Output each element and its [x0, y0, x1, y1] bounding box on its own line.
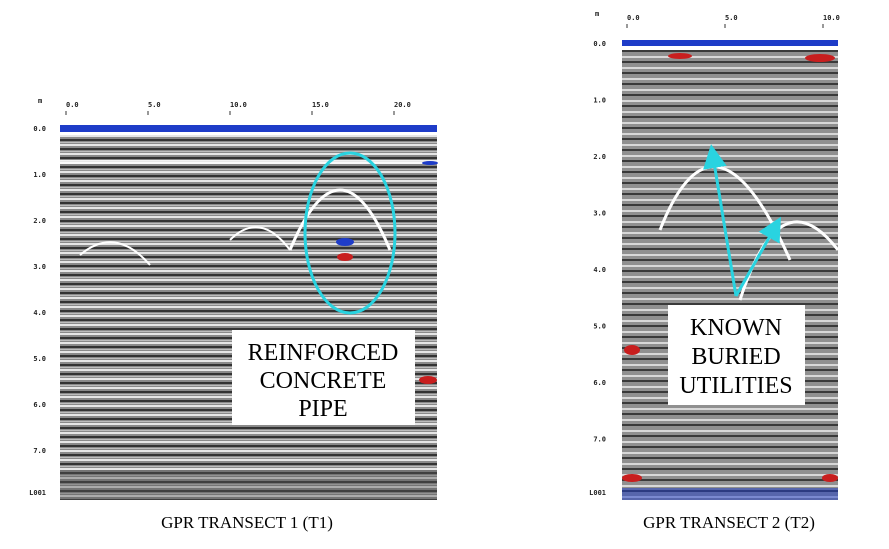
- x-tick-label: 0.0: [66, 101, 79, 109]
- y-tick-label: 7.0: [33, 447, 46, 455]
- caption: GPR TRANSECT 2 (T2): [643, 513, 815, 532]
- y-tick-label: 2.0: [593, 153, 606, 161]
- y-tick-label: 6.0: [33, 401, 46, 409]
- y-tick-label: 4.0: [593, 266, 606, 274]
- annotation-line: PIPE: [298, 396, 347, 422]
- y-tick-label: 5.0: [593, 323, 606, 331]
- y-tick-label: 3.0: [33, 263, 46, 271]
- figure: m 0.0 5.0 10.0 15.0 20.0 0.0 1.0 2.0 3.0 4.0 5.0 6.0…: [0, 0, 889, 549]
- x-tick-label: 0.0: [627, 14, 640, 22]
- radargram-1: [60, 125, 438, 500]
- x-tick-label: 20.0: [394, 101, 411, 109]
- x-tick-label: 5.0: [725, 14, 738, 22]
- y-tick-label: 5.0: [33, 355, 46, 363]
- annotation-line: BURIED: [691, 344, 780, 370]
- annotation-line: REINFORCED: [248, 340, 399, 366]
- file-label: L001: [29, 489, 46, 497]
- axis-unit: m: [595, 10, 599, 18]
- y-tick-label: 1.0: [33, 171, 46, 179]
- y-tick-label: 6.0: [593, 379, 606, 387]
- y-tick-label: 3.0: [593, 210, 606, 218]
- x-tick-label: 5.0: [148, 101, 161, 109]
- y-tick-label: 0.0: [593, 40, 606, 48]
- y-tick-label: 2.0: [33, 217, 46, 225]
- annotation-line: KNOWN: [690, 315, 782, 341]
- axis-unit: m: [38, 97, 42, 105]
- x-tick-label: 15.0: [312, 101, 329, 109]
- file-label: L001: [589, 489, 606, 497]
- annotation-line: CONCRETE: [260, 368, 387, 394]
- radargram-2: [622, 40, 838, 500]
- caption: GPR TRANSECT 1 (T1): [161, 513, 333, 532]
- y-tick-label: 4.0: [33, 309, 46, 317]
- x-tick-label: 10.0: [230, 101, 247, 109]
- y-tick-label: 1.0: [593, 97, 606, 105]
- annotation-line: UTILITIES: [679, 373, 792, 399]
- x-tick-label: 10.0: [823, 14, 840, 22]
- y-tick-label: 0.0: [33, 125, 46, 133]
- y-tick-label: 7.0: [593, 436, 606, 444]
